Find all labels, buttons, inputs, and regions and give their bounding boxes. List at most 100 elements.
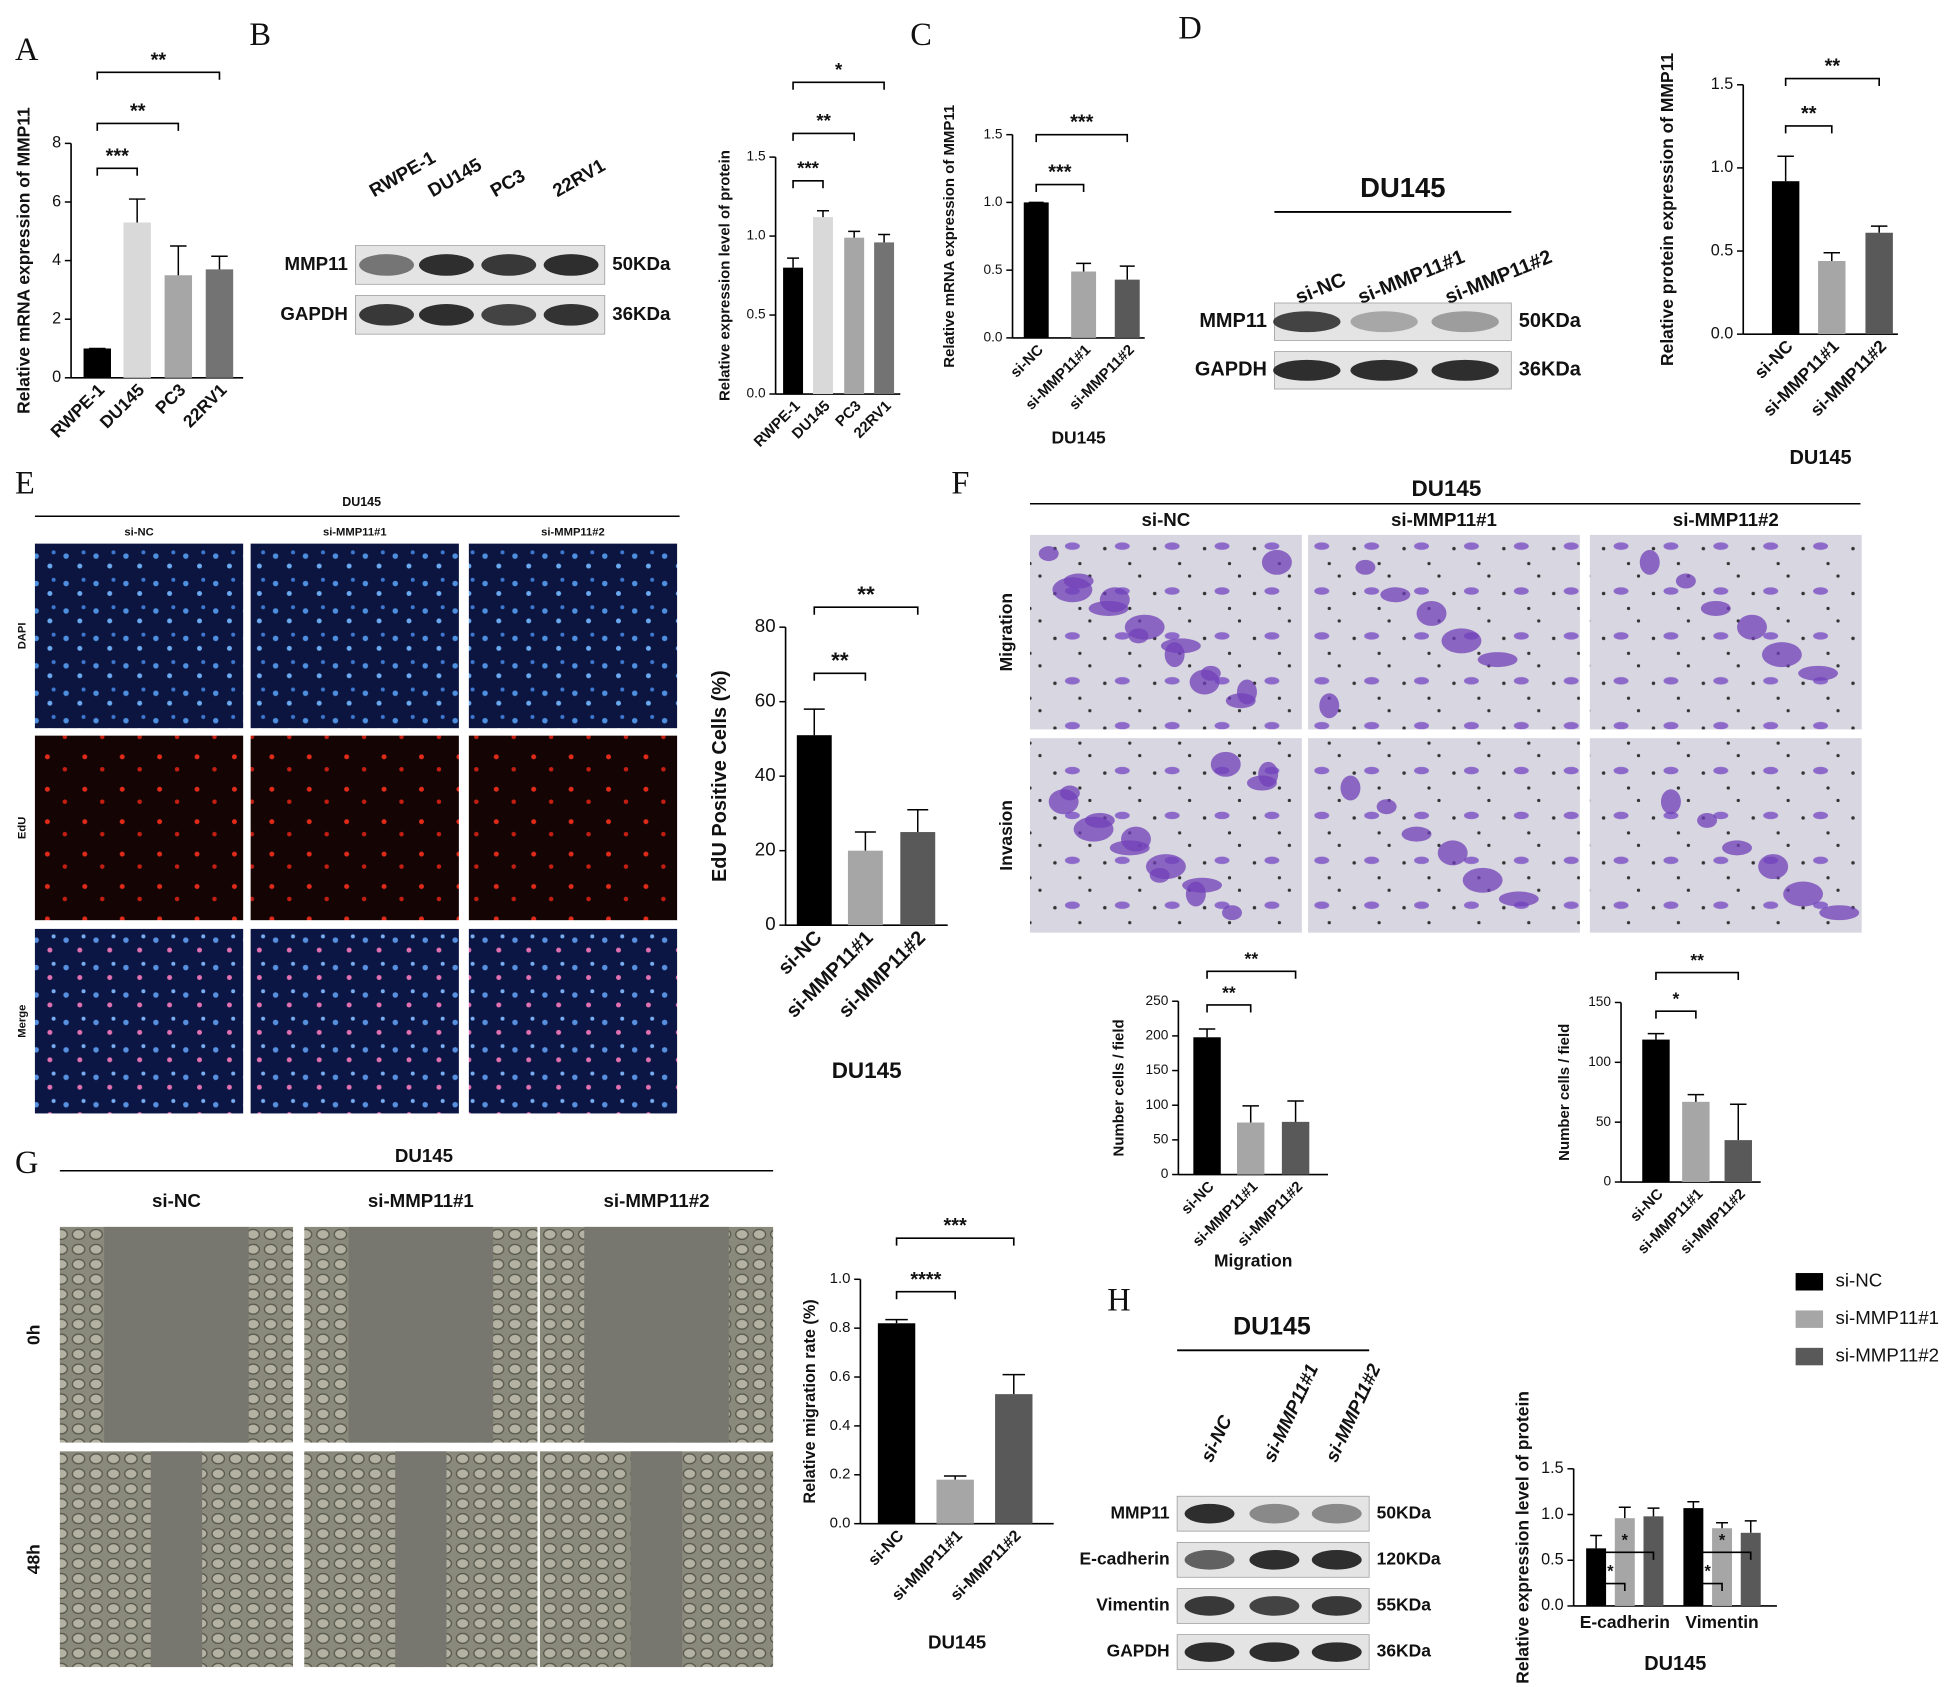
column-label: si-MMP11#1 [1391,509,1497,530]
y-tick-label: 0.6 [830,1368,851,1385]
significance-bracket [1692,1582,1723,1591]
stained-cell [1355,559,1376,575]
stained-cell [1700,600,1731,616]
significance-bracket [1595,1551,1655,1560]
significance-bracket [1595,1582,1626,1591]
error-bar [211,255,228,270]
row-label: MMP11 [1199,310,1267,332]
error-bar [1119,265,1135,280]
y-axis-label: Number cells / field [1111,1019,1128,1156]
stained-cell [1048,789,1079,815]
y-tick-label: 100 [1146,1097,1169,1112]
stained-cell [1639,549,1660,575]
stained-cell [1246,775,1277,791]
significance-label: ** [151,49,167,71]
error-bar [848,230,861,238]
panel-label: D [1178,11,1201,47]
stained-cell [1340,775,1361,801]
bar [1643,1516,1664,1606]
error-bar [1730,1103,1747,1141]
bar [1114,279,1140,338]
x-tick-label: si-NC [1178,1178,1218,1218]
stained-cell [1416,600,1447,626]
significance-bracket [96,71,221,80]
stained-cell [1088,600,1129,616]
panel-label: F [951,466,969,502]
error-bar [1198,1028,1216,1038]
column-label: si-MMP11#2 [1673,509,1779,530]
stained-cell [1761,642,1802,668]
legend-label: si-MMP11#2 [1836,1345,1940,1366]
band [1249,1550,1300,1570]
bar [164,275,193,378]
y-tick-label: 80 [755,615,776,636]
significance-bracket [895,1290,956,1300]
band [1431,359,1499,381]
error-bar [1687,1093,1705,1102]
y-axis-label: Relative mRNA expression of MMP11 [941,105,958,368]
size-label: 50KDa [1519,310,1582,332]
micrograph [34,735,244,921]
size-label: 50KDa [1377,1502,1432,1522]
row-label: Migration [996,593,1016,671]
band [1273,311,1341,333]
grid-title: DU145 [342,495,381,509]
row-label: MMP11 [1111,1502,1170,1522]
error-bar [170,245,187,276]
error-bar [1647,1507,1660,1517]
significance-bracket [1655,1010,1697,1019]
significance-bracket [792,179,824,189]
y-tick-label: 1.0 [1541,1505,1564,1523]
x-axis-label: DU145 [1051,428,1106,448]
significance-bracket [813,672,867,681]
error-bar [803,708,825,736]
error-bar [885,1318,908,1324]
y-tick-label: 0 [765,913,775,934]
band [1184,1642,1235,1662]
significance-bracket [792,132,855,141]
column-label: si-MMP11#2 [541,526,605,538]
wound-gap [104,1226,249,1443]
lane-label: RWPE-1 [366,147,439,201]
row-label: DAPI [16,622,28,649]
bar [1740,1532,1761,1606]
y-axis-label: Relative protein expression of MMP11 [1657,53,1677,366]
error-bar [878,233,891,243]
error-bar [1242,1105,1259,1123]
stained-cell [1477,652,1518,668]
y-tick-label: 0.0 [983,330,1002,345]
band [359,304,414,326]
significance-bracket [792,81,885,90]
wound-gap [150,1451,203,1668]
bar [1193,1037,1221,1175]
bar [1236,1122,1265,1175]
bar [1642,1039,1670,1183]
significance-bracket [1692,1551,1752,1560]
x-tick-label: 22RV1 [179,380,231,432]
y-axis-label: Relative migration rate (%) [801,1299,819,1503]
micrograph [1589,738,1862,933]
significance-label: * [835,59,843,80]
micrograph [1029,738,1302,933]
band [418,304,474,326]
bar [874,242,895,395]
blot-title: DU145 [1233,1312,1311,1340]
y-tick-label: 4 [52,251,61,269]
blot-title: DU145 [1360,172,1445,203]
significance-label: ** [1245,949,1259,969]
column-label: si-NC [152,1190,201,1211]
micrograph [468,735,678,921]
stained-cell [1128,628,1149,644]
y-tick-label: 1.5 [1711,75,1734,93]
x-tick-label: RWPE-1 [46,380,108,442]
lane-label: si-MMP11#2 [1321,1360,1385,1465]
y-tick-label: 0.8 [830,1319,851,1336]
wound-gap [630,1451,683,1668]
significance-label: *** [797,158,820,179]
x-axis-label: DU145 [1790,447,1852,469]
x-tick-label: E-cadherin [1580,1612,1670,1632]
row-label: Merge [16,1005,28,1038]
lane-label: si-NC [1196,1412,1236,1466]
x-tick-label: si-NC [1007,341,1047,381]
y-tick-label: 1.5 [983,126,1002,141]
